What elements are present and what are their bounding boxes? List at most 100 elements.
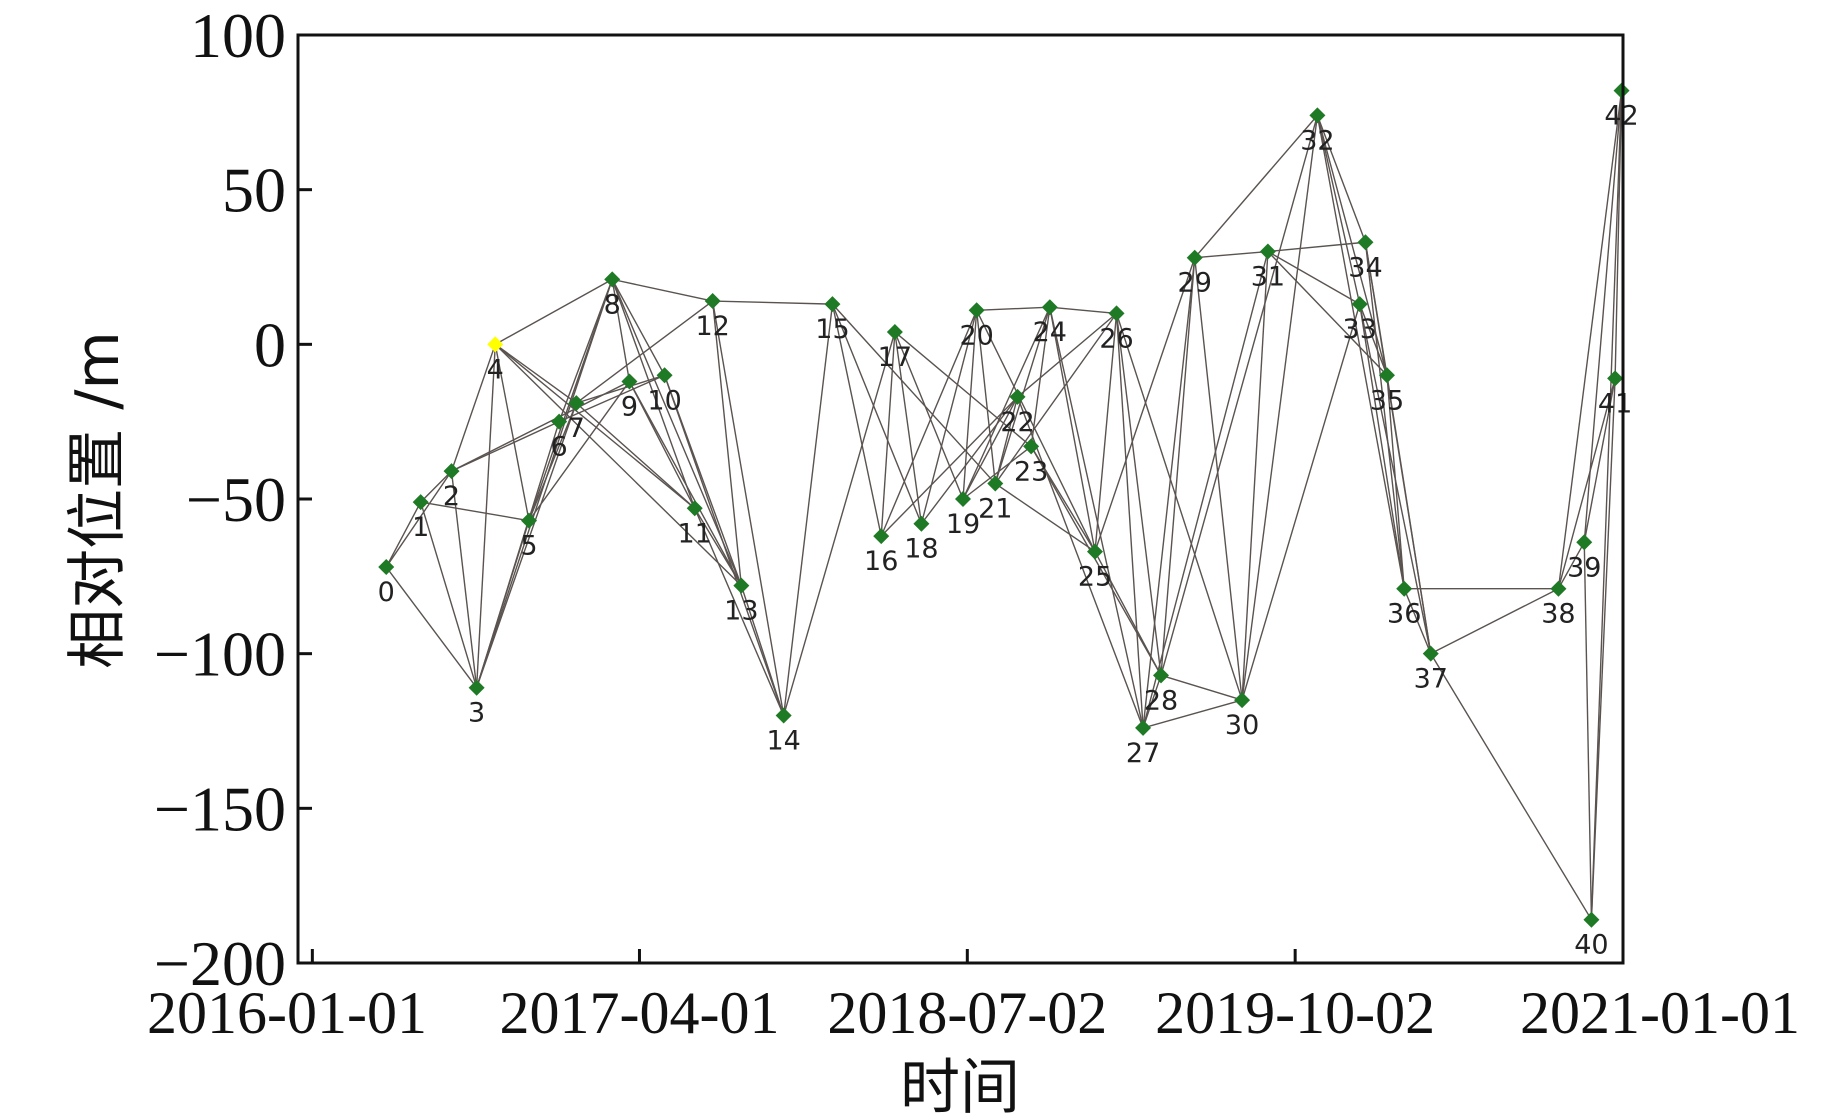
point-label-3: 3 (468, 698, 485, 729)
edge-17-23 (894, 331, 1032, 447)
edge-30-33 (1241, 303, 1361, 701)
edge-18-22 (920, 396, 1019, 525)
point-label-25: 25 (1078, 562, 1112, 593)
data-point-1 (412, 494, 429, 511)
data-point-18 (913, 515, 930, 532)
edge-24-26 (1049, 306, 1117, 315)
point-label-29: 29 (1178, 268, 1212, 299)
edge-33-36 (1359, 304, 1405, 589)
data-point-19 (955, 491, 972, 507)
edge-2-6 (451, 421, 560, 472)
edge-25-26 (1094, 313, 1118, 552)
data-points (378, 82, 1630, 928)
edge-38-41 (1557, 378, 1616, 589)
edge-4-8 (494, 278, 613, 345)
data-point-36 (1396, 580, 1413, 597)
point-label-27: 27 (1126, 738, 1160, 769)
data-point-22 (1009, 388, 1026, 405)
point-label-13: 13 (724, 596, 758, 627)
edge-7-10 (576, 374, 665, 404)
edge-39-42 (1583, 90, 1623, 543)
edge-9-13 (628, 381, 742, 586)
edge-37-38 (1430, 588, 1559, 655)
point-label-36: 36 (1387, 599, 1421, 630)
edge-5-7 (528, 402, 577, 521)
y-tick-label: −150 (154, 773, 286, 844)
data-point-3 (468, 679, 485, 696)
edge-15-18 (831, 303, 923, 525)
edge-6-10 (558, 374, 665, 423)
data-point-4 (487, 336, 504, 353)
edge-12-14 (711, 300, 785, 716)
edge-8-10 (611, 279, 666, 376)
edge-30-32 (1241, 115, 1319, 701)
point-label-33: 33 (1343, 314, 1377, 345)
point-label-35: 35 (1370, 385, 1404, 416)
y-tick-label: −50 (186, 464, 286, 535)
edge-19-20 (962, 310, 978, 500)
data-point-32 (1309, 107, 1326, 124)
data-point-30 (1234, 692, 1251, 709)
edge-0-2 (385, 470, 453, 568)
edge-17-19 (894, 331, 964, 500)
x-tick-label: 2016-01-01 (147, 980, 427, 1046)
x-tick-label: 2017-04-01 (499, 980, 779, 1046)
edge-1-2 (420, 470, 453, 503)
edge-27-31 (1142, 251, 1269, 729)
edge-7-12 (575, 300, 714, 404)
edge-25-29 (1094, 257, 1196, 552)
data-point-8 (604, 271, 621, 288)
edge-29-32 (1194, 114, 1318, 259)
edge-0-1 (385, 501, 422, 568)
point-label-6: 6 (551, 432, 568, 463)
edge-4-7 (494, 343, 577, 404)
edge-0-3 (385, 566, 478, 689)
edge-10-13 (663, 375, 742, 586)
edge-41-42 (1614, 90, 1623, 379)
edge-38-42 (1557, 90, 1623, 589)
edge-37-40 (1430, 653, 1593, 921)
edge-31-34 (1267, 241, 1366, 253)
data-point-40 (1583, 911, 1600, 928)
edge-4-5 (494, 344, 530, 521)
point-label-11: 11 (678, 518, 712, 549)
edge-21-26 (994, 312, 1118, 484)
edge-6-8 (558, 279, 613, 422)
edge-28-29 (1160, 257, 1196, 676)
data-point-28 (1153, 667, 1170, 684)
point-label-26: 26 (1099, 323, 1133, 354)
edge-40-42 (1590, 90, 1623, 920)
point-label-14: 14 (766, 726, 800, 757)
data-point-10 (656, 367, 673, 384)
point-label-15: 15 (815, 314, 849, 345)
data-point-33 (1351, 296, 1368, 313)
edge-27-30 (1142, 699, 1243, 729)
edge-22-27 (1016, 396, 1144, 729)
point-label-2: 2 (443, 481, 460, 512)
edge-5-9 (528, 381, 630, 522)
data-point-5 (520, 512, 537, 529)
edge-38-39 (1557, 541, 1585, 590)
edge-21-22 (994, 396, 1019, 484)
edge-35-36 (1386, 375, 1405, 589)
data-point-17 (886, 323, 903, 340)
edge-19-22 (962, 396, 1019, 500)
edge-28-32 (1160, 115, 1319, 676)
data-point-38 (1550, 580, 1567, 597)
data-point-23 (1023, 438, 1040, 455)
edge-16-17 (880, 331, 896, 537)
data-point-16 (873, 528, 890, 545)
edge-24-27 (1049, 307, 1144, 729)
point-label-12: 12 (695, 311, 729, 342)
x-tick-label: 2018-07-02 (827, 980, 1107, 1046)
y-tick-label: −200 (154, 928, 286, 999)
point-label-23: 23 (1014, 456, 1048, 487)
data-point-29 (1186, 249, 1203, 266)
data-point-34 (1357, 234, 1374, 251)
point-label-20: 20 (959, 320, 993, 351)
edge-35-37 (1386, 375, 1432, 654)
point-label-4: 4 (487, 354, 504, 385)
y-tick-label: −100 (154, 619, 286, 690)
point-label-28: 28 (1144, 685, 1178, 716)
